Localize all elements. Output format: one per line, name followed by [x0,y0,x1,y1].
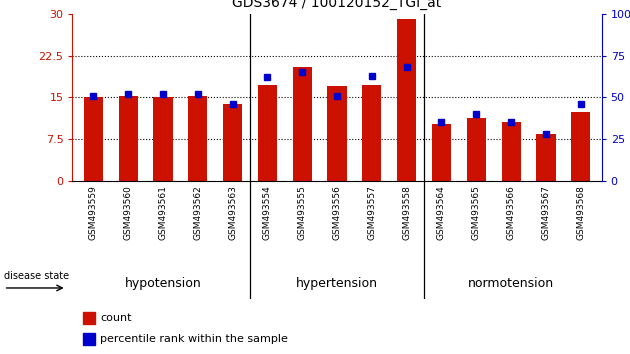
Bar [328,86,347,181]
Text: count: count [100,313,132,323]
Bar [153,97,173,181]
Text: GSM493564: GSM493564 [437,185,446,240]
Text: hypotension: hypotension [125,277,202,290]
Text: GSM493565: GSM493565 [472,185,481,240]
Bar [362,85,381,181]
Bar [258,85,277,181]
Text: GSM493555: GSM493555 [298,185,307,240]
Bar [536,134,556,181]
Text: GSM493561: GSM493561 [159,185,168,240]
Bar [83,312,94,324]
Text: disease state: disease state [4,271,69,281]
Text: hypertension: hypertension [296,277,378,290]
Text: GSM493557: GSM493557 [367,185,376,240]
Text: GSM493568: GSM493568 [576,185,585,240]
Text: GSM493554: GSM493554 [263,185,272,240]
Text: GSM493562: GSM493562 [193,185,202,240]
Bar [293,67,312,181]
Text: GSM493558: GSM493558 [402,185,411,240]
Text: GSM493560: GSM493560 [123,185,133,240]
Text: normotension: normotension [468,277,554,290]
Bar [118,96,138,181]
Bar [571,112,590,181]
Title: GDS3674 / 100120152_TGI_at: GDS3674 / 100120152_TGI_at [232,0,442,10]
Text: percentile rank within the sample: percentile rank within the sample [100,334,288,344]
Text: GSM493566: GSM493566 [507,185,515,240]
Bar [467,118,486,181]
Text: GSM493559: GSM493559 [89,185,98,240]
Bar [223,104,242,181]
Bar [432,124,451,181]
Bar [83,333,94,345]
Bar [397,19,416,181]
Bar [188,96,207,181]
Text: GSM493567: GSM493567 [541,185,551,240]
Text: GSM493563: GSM493563 [228,185,237,240]
Bar [84,97,103,181]
Text: GSM493556: GSM493556 [333,185,341,240]
Bar [501,122,521,181]
